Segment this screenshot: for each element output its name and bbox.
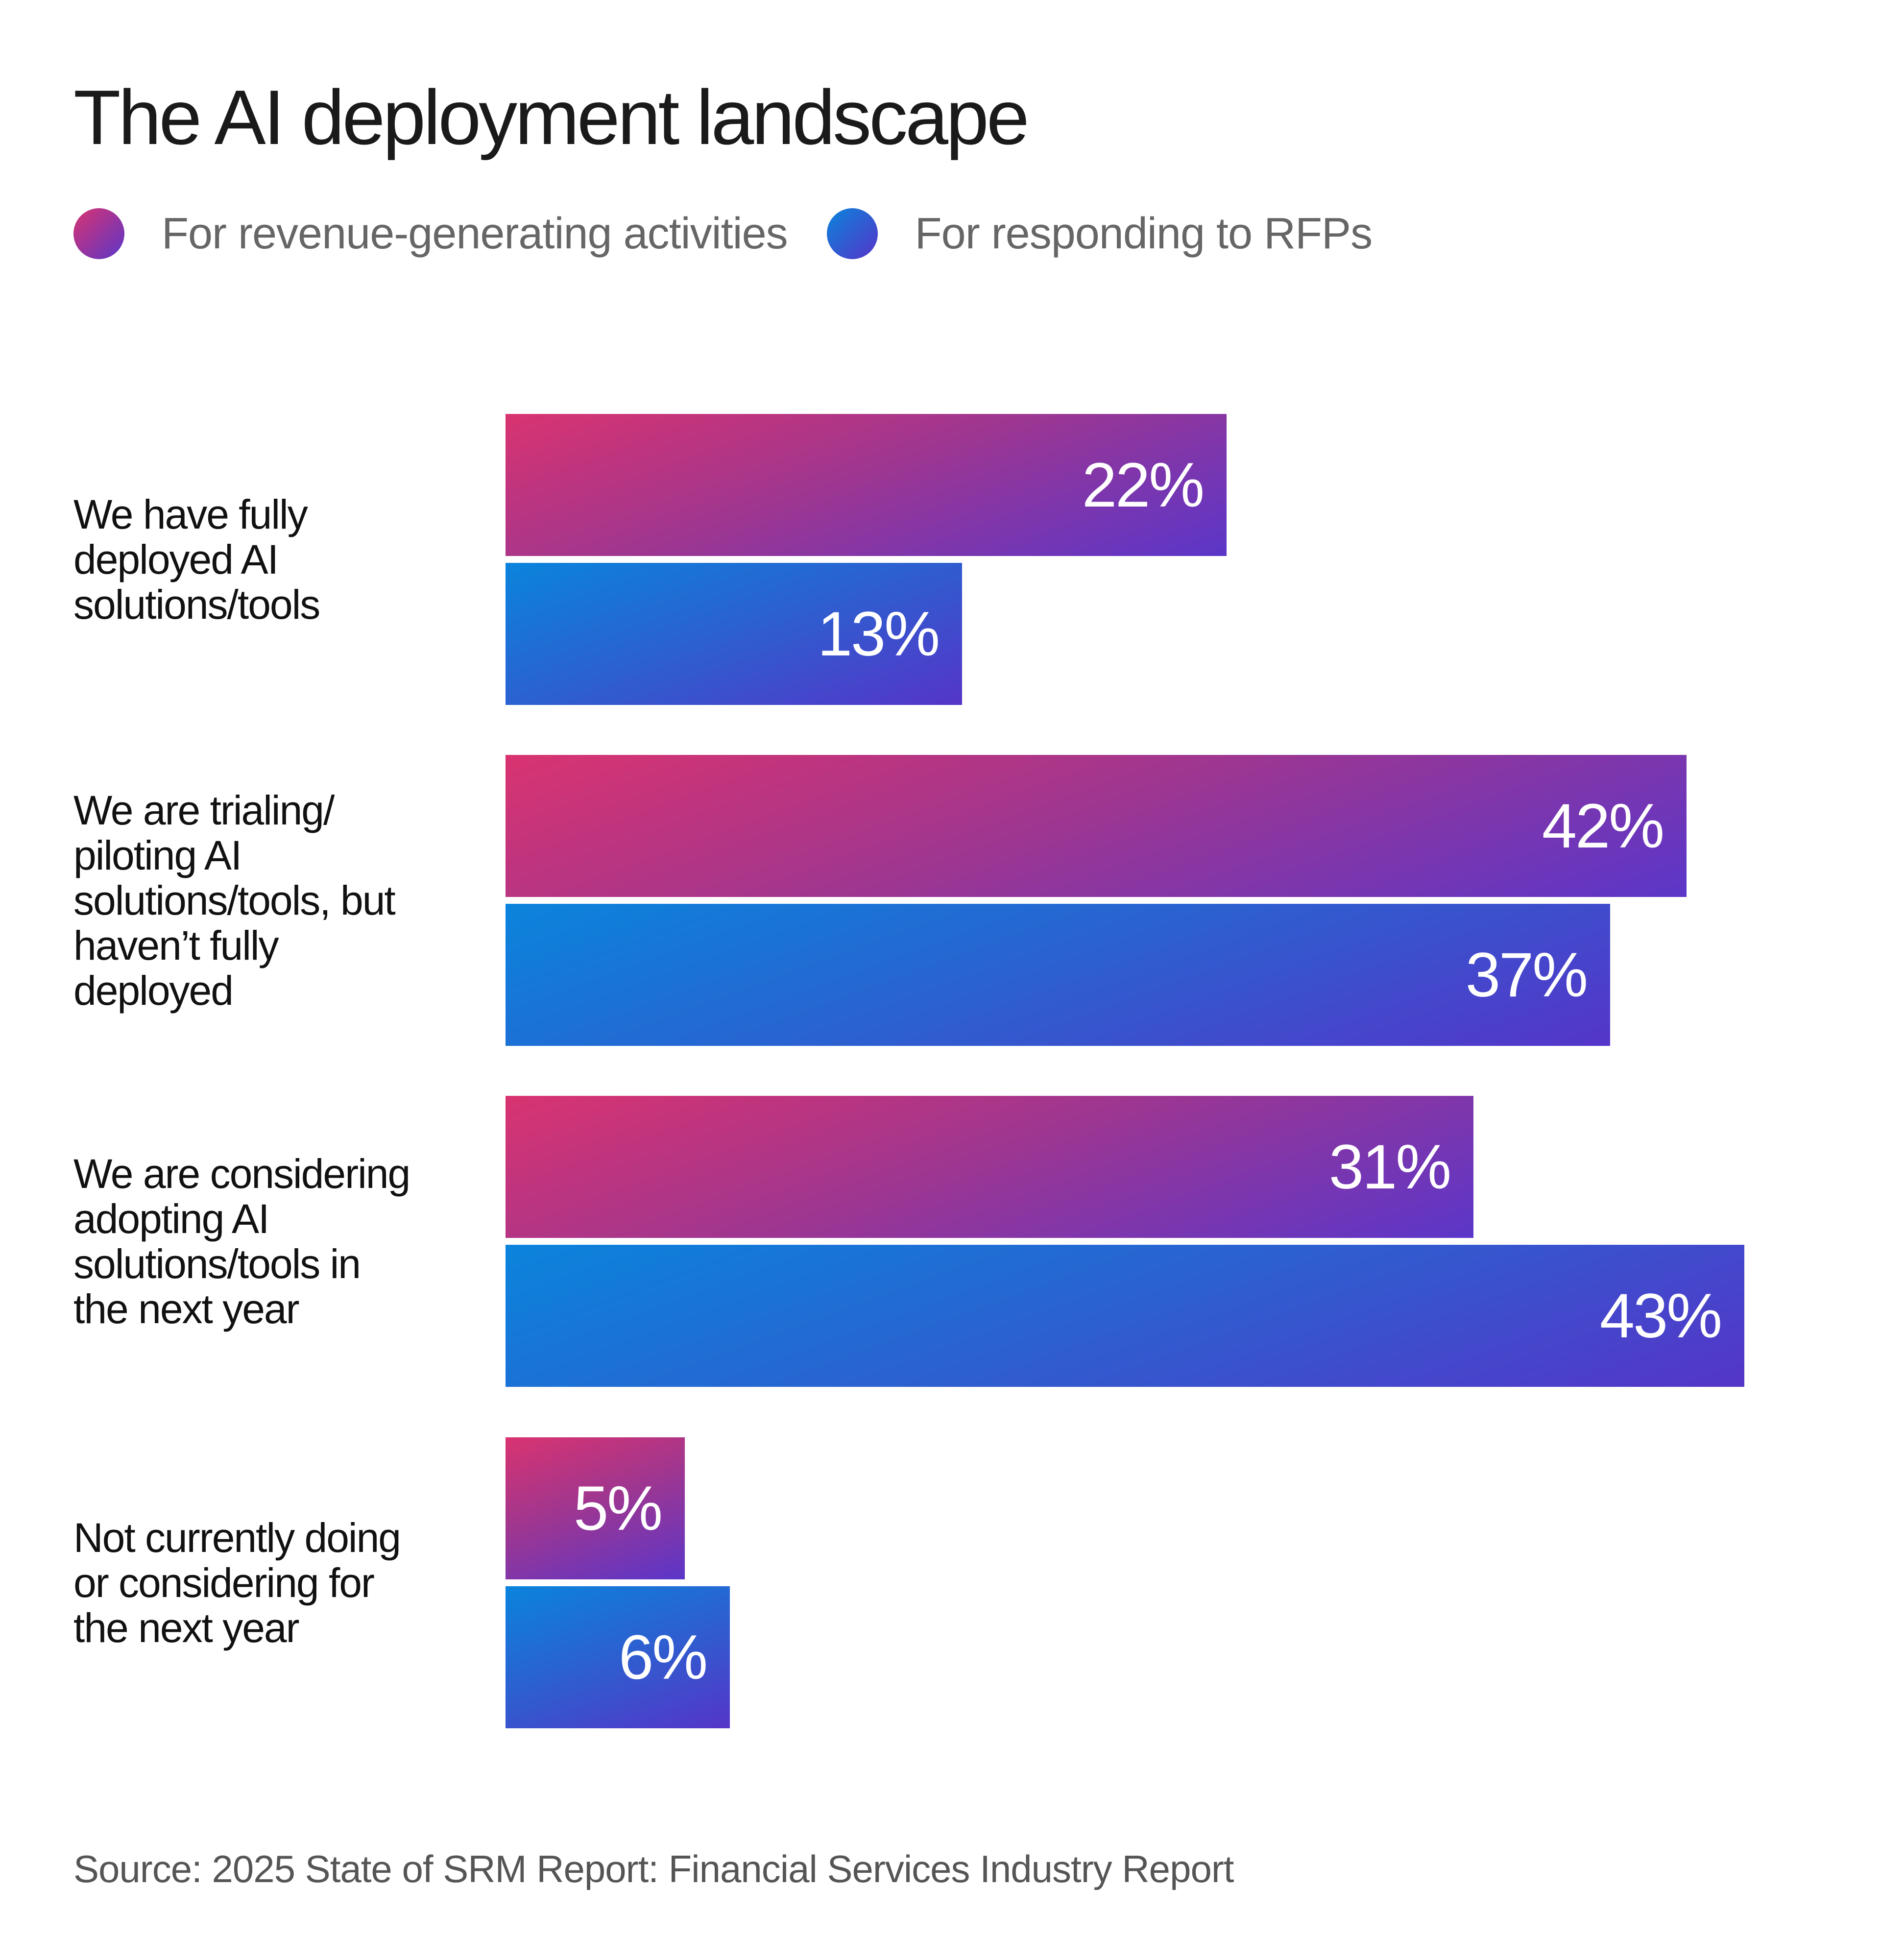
data-label: 5% [574,1473,663,1544]
data-label: 22% [1082,450,1205,520]
bar-revenue: 31% [506,1096,1473,1238]
legend-item-rfps: For responding to RFPs [826,208,1373,259]
category-label: We are trialing/piloting AI solutions/too… [73,787,396,1014]
data-label: 43% [1599,1281,1722,1351]
bar-rfps: 13% [506,563,962,705]
data-label: 13% [817,599,940,669]
legend: For revenue-generating activities For re… [73,208,1411,259]
data-label: 42% [1542,791,1664,861]
category-label: We have fully deployed AI solutions/tools [73,491,320,628]
data-label: 31% [1328,1132,1451,1202]
data-label: 6% [619,1622,708,1693]
bar-rfps: 43% [506,1245,1744,1387]
source-note: Source: 2025 State of SRM Report: Financ… [73,1847,1234,1890]
bar-revenue: 5% [506,1437,685,1579]
bar-rfps: 37% [506,904,1610,1046]
bar-revenue: 22% [506,414,1227,556]
chart-title: The AI deployment landscape [73,74,1030,161]
legend-swatch-rfps [826,208,878,259]
legend-label-revenue: For revenue-generating activities [162,209,788,258]
legend-swatch-revenue [73,208,124,259]
bar-revenue: 42% [506,755,1687,897]
data-label: 37% [1465,940,1588,1010]
bar-rfps: 6% [506,1586,730,1728]
legend-item-revenue: For revenue-generating activities [73,208,788,259]
category-label: Not currently doing or considering for the… [73,1515,401,1651]
legend-label-rfps: For responding to RFPs [915,209,1373,258]
category-label: We are considering adopting AI solutions/t… [73,1151,410,1332]
